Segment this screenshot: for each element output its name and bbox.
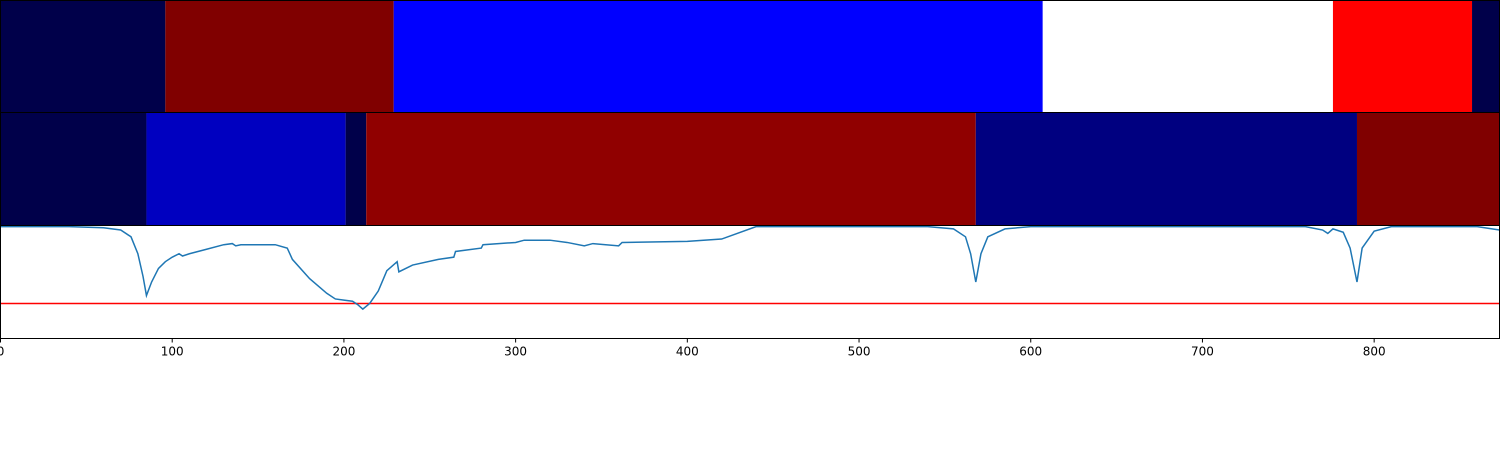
segment — [165, 0, 394, 113]
x-tick-label: 400 — [676, 344, 699, 358]
segment — [0, 0, 166, 113]
x-tick-label: 200 — [332, 344, 355, 358]
segment — [1042, 0, 1333, 113]
segment — [1332, 0, 1473, 113]
segment — [1472, 0, 1500, 113]
x-tick-label: 500 — [848, 344, 871, 358]
segment — [146, 112, 346, 226]
x-tick-label: 100 — [161, 344, 184, 358]
x-tick-label: 700 — [1191, 344, 1214, 358]
x-tick-label: 600 — [1019, 344, 1042, 358]
segment — [366, 112, 976, 226]
segment — [1356, 112, 1500, 226]
panel-frame — [0, 225, 1500, 339]
x-tick-label: 0 — [0, 344, 4, 358]
segment — [393, 0, 1043, 113]
x-tick-label: 300 — [504, 344, 527, 358]
line — [0, 225, 1500, 311]
x-tick-label: 800 — [1363, 344, 1386, 358]
segment — [0, 112, 147, 226]
segment — [345, 112, 367, 226]
segment — [975, 112, 1357, 226]
